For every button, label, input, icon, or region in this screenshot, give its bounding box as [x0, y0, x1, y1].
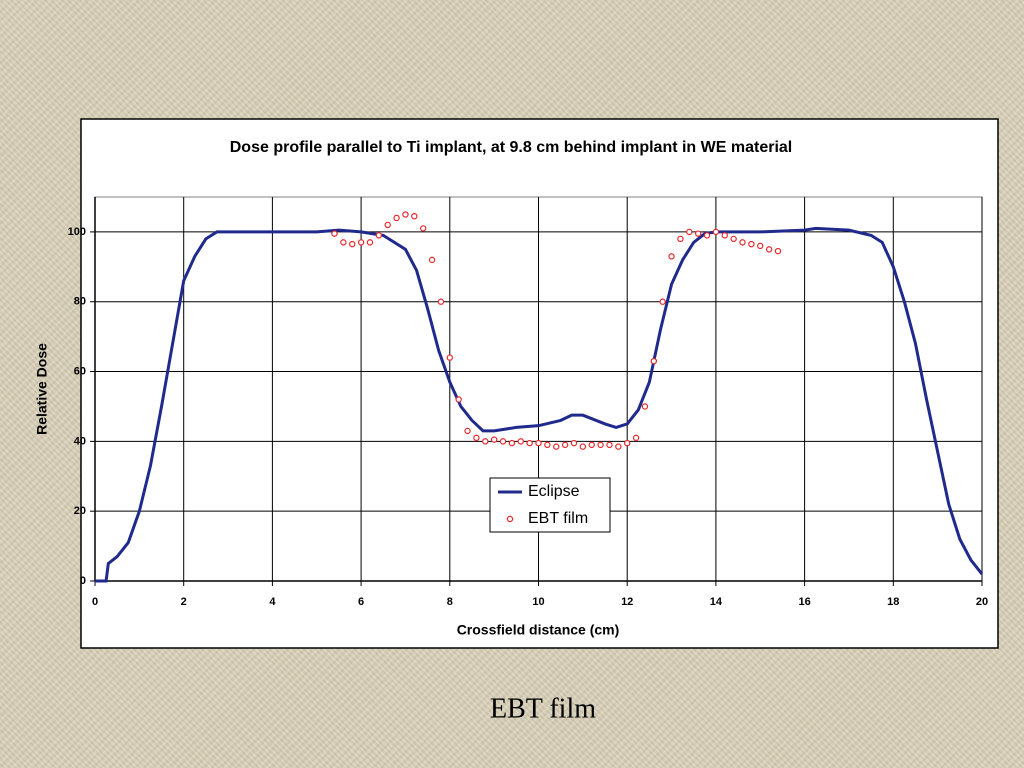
data-point: [668, 253, 675, 260]
data-point: [464, 427, 471, 435]
data-point: [615, 443, 622, 450]
data-point: [446, 354, 453, 361]
x-axis-label: Crossfield distance (cm): [457, 622, 620, 638]
y-tick-label: 40: [74, 435, 86, 447]
data-point: [721, 232, 728, 239]
data-point: [624, 439, 631, 447]
data-point: [588, 441, 595, 449]
data-point: [765, 246, 773, 253]
x-tick-label: 14: [710, 596, 723, 608]
x-tick-label: 0: [92, 596, 98, 608]
x-tick-label: 20: [976, 596, 988, 608]
chart-title: Dose profile parallel to Ti implant, at …: [230, 139, 792, 156]
y-tick-label: 0: [80, 575, 86, 587]
data-point: [357, 239, 365, 246]
data-point: [641, 403, 649, 410]
data-point: [703, 232, 711, 239]
data-point: [677, 235, 684, 243]
data-point: [774, 247, 782, 255]
y-tick-label: 80: [74, 296, 86, 308]
data-point: [490, 436, 498, 443]
y-tick-label: 60: [74, 365, 86, 377]
data-point: [570, 439, 578, 447]
data-point: [393, 214, 400, 222]
data-point: [411, 212, 418, 220]
data-point: [694, 230, 702, 237]
data-point: [632, 434, 640, 442]
data-point: [579, 443, 587, 450]
data-point: [428, 256, 436, 264]
data-point: [712, 228, 720, 236]
data-point: [340, 239, 347, 246]
data-point: [535, 439, 542, 447]
data-point: [437, 298, 445, 305]
data-point: [455, 396, 462, 403]
data-point: [517, 438, 524, 445]
data-point: [366, 239, 374, 246]
y-tick-label: 20: [74, 505, 86, 517]
data-point: [606, 441, 613, 449]
x-tick-label: 8: [447, 596, 453, 608]
data-point: [331, 230, 338, 237]
legend-swatch: [506, 515, 514, 523]
data-point: [526, 439, 533, 447]
data-point: [482, 438, 489, 445]
series-line: [95, 226, 984, 583]
y-axis-label: Relative Dose: [34, 343, 50, 435]
data-point: [739, 239, 746, 246]
data-point: [499, 438, 507, 445]
legend-label: Eclipse: [528, 483, 580, 500]
data-point: [375, 232, 383, 239]
data-point: [402, 211, 409, 218]
data-point: [544, 441, 551, 449]
data-point: [659, 298, 666, 305]
x-tick-label: 12: [621, 596, 633, 608]
data-point: [473, 434, 480, 442]
data-point: [419, 225, 427, 232]
legend-box: [489, 477, 611, 533]
legend-label: EBT film: [528, 510, 588, 527]
x-tick-label: 10: [532, 596, 544, 608]
data-point: [384, 221, 391, 229]
y-tick-label: 100: [68, 226, 86, 238]
x-tick-label: 18: [887, 596, 899, 608]
data-point: [748, 240, 755, 248]
x-tick-label: 4: [269, 596, 276, 608]
x-tick-label: 16: [798, 596, 810, 608]
slide-caption: EBT film: [490, 693, 596, 724]
data-point: [650, 357, 658, 365]
data-point: [686, 228, 693, 236]
data-point: [757, 242, 764, 250]
data-point: [561, 441, 569, 449]
data-point: [597, 441, 604, 449]
x-tick-label: 6: [358, 596, 364, 608]
data-point: [730, 235, 737, 243]
data-point: [349, 240, 356, 248]
data-point: [508, 439, 516, 447]
x-tick-label: 2: [181, 596, 187, 608]
data-point: [553, 443, 560, 450]
